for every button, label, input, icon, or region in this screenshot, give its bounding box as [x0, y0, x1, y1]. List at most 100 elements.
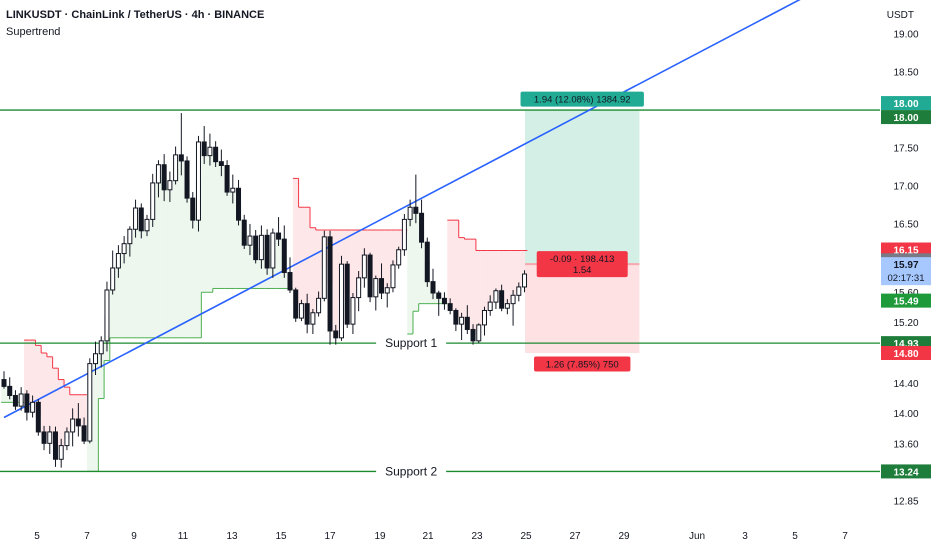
candle	[499, 284, 505, 312]
bull-candle-body	[481, 309, 487, 326]
supertrend-fill	[498, 250, 505, 300]
bull-candle-body	[173, 154, 179, 182]
supertrend-fill	[207, 151, 213, 293]
time-tick-label: 5	[792, 531, 798, 542]
bull-candle-body	[230, 187, 236, 193]
bear-candle-body	[281, 238, 287, 274]
price-tick-label: 18.50	[893, 68, 918, 79]
chart-title: LINKUSDT · ChainLink / TetherUS · 4h · B…	[6, 9, 265, 21]
candle	[98, 336, 104, 368]
candle	[58, 438, 64, 468]
candle	[110, 250, 116, 295]
supertrend-fill	[218, 163, 225, 289]
bull-candle-body	[155, 164, 161, 184]
supertrend-fill	[149, 201, 156, 338]
bull-candle-body	[298, 303, 304, 319]
supertrend-fill	[212, 154, 219, 289]
candle	[481, 306, 487, 336]
candle	[304, 293, 310, 334]
bull-candle-body	[115, 253, 121, 269]
candle	[338, 255, 344, 341]
supertrend-fill	[458, 237, 465, 321]
candle	[161, 154, 167, 202]
bear-candle-body	[75, 418, 81, 427]
bull-candle-body	[487, 301, 493, 311]
time-tick-label: 7	[842, 531, 848, 542]
candle	[30, 395, 36, 418]
time-tick-label: 25	[520, 531, 532, 542]
time-tick-label: 17	[324, 531, 336, 542]
profit-zone[interactable]	[525, 110, 640, 265]
bull-candle-body	[127, 228, 133, 245]
candle	[127, 226, 133, 257]
price-label	[881, 257, 931, 286]
candle	[487, 295, 493, 316]
candle	[104, 281, 110, 352]
loss-zone[interactable]	[525, 264, 640, 353]
bull-candle-body	[361, 254, 367, 279]
bear-candle-body	[1, 379, 7, 387]
bull-candle-body	[390, 264, 396, 289]
bull-candle-body	[144, 218, 150, 232]
bear-candle-body	[12, 395, 18, 407]
candle	[64, 427, 70, 451]
candle	[436, 290, 442, 316]
position-label-text: -0.09 · 198.413	[550, 254, 614, 265]
supertrend-fill	[155, 173, 162, 338]
candle	[184, 156, 190, 203]
time-tick-label: 23	[471, 531, 483, 542]
supertrend-fill	[487, 250, 494, 307]
bull-candle-body	[316, 297, 322, 314]
candle	[453, 308, 459, 331]
indicator-label[interactable]: Supertrend	[6, 26, 61, 38]
bear-candle-body	[35, 401, 41, 433]
bull-candle-body	[247, 235, 253, 246]
bear-candle-body	[419, 212, 425, 243]
bull-candle-body	[310, 312, 316, 325]
bear-candle-body	[276, 232, 282, 240]
price-tick-label: 12.85	[893, 497, 918, 508]
candle	[236, 179, 242, 226]
supertrend-fill	[201, 148, 208, 293]
bear-candle-body	[379, 278, 385, 294]
bear-candle-body	[470, 328, 476, 342]
candle	[41, 425, 47, 451]
candle	[430, 268, 436, 300]
bull-candle-body	[121, 243, 127, 255]
trendline[interactable]	[3, 0, 811, 419]
time-tick-label: 3	[742, 531, 748, 542]
candle	[1, 371, 7, 389]
supertrend-fill	[41, 352, 47, 438]
candle	[361, 248, 367, 288]
candle	[316, 291, 322, 317]
price-tick-label: 15.60	[893, 288, 918, 299]
supertrend-fill	[224, 178, 230, 289]
price-label-text: 14.80	[893, 349, 918, 360]
time-tick-label: 9	[131, 531, 137, 542]
bear-candle-body	[499, 290, 505, 309]
candle	[367, 252, 373, 303]
price-label	[881, 110, 931, 125]
bull-candle-body	[93, 353, 99, 365]
candle	[413, 174, 419, 224]
candle	[459, 312, 465, 341]
bear-candle-body	[264, 234, 270, 269]
candle	[173, 146, 179, 185]
supertrend-fill	[195, 181, 202, 338]
candle	[419, 199, 425, 249]
candle	[276, 217, 282, 246]
candle	[441, 292, 447, 310]
level-label: Support 2	[385, 464, 437, 478]
time-axis[interactable]	[0, 520, 932, 550]
supertrend-fill	[350, 230, 356, 311]
price-label	[881, 242, 931, 257]
candle	[47, 425, 53, 454]
candle	[310, 308, 316, 335]
price-label	[881, 464, 931, 479]
currency-label: USDT	[886, 10, 914, 21]
supertrend-fill	[292, 178, 299, 305]
supertrend-fill	[275, 236, 282, 289]
candle	[379, 263, 385, 300]
price-tick-label: 15.20	[893, 318, 918, 329]
